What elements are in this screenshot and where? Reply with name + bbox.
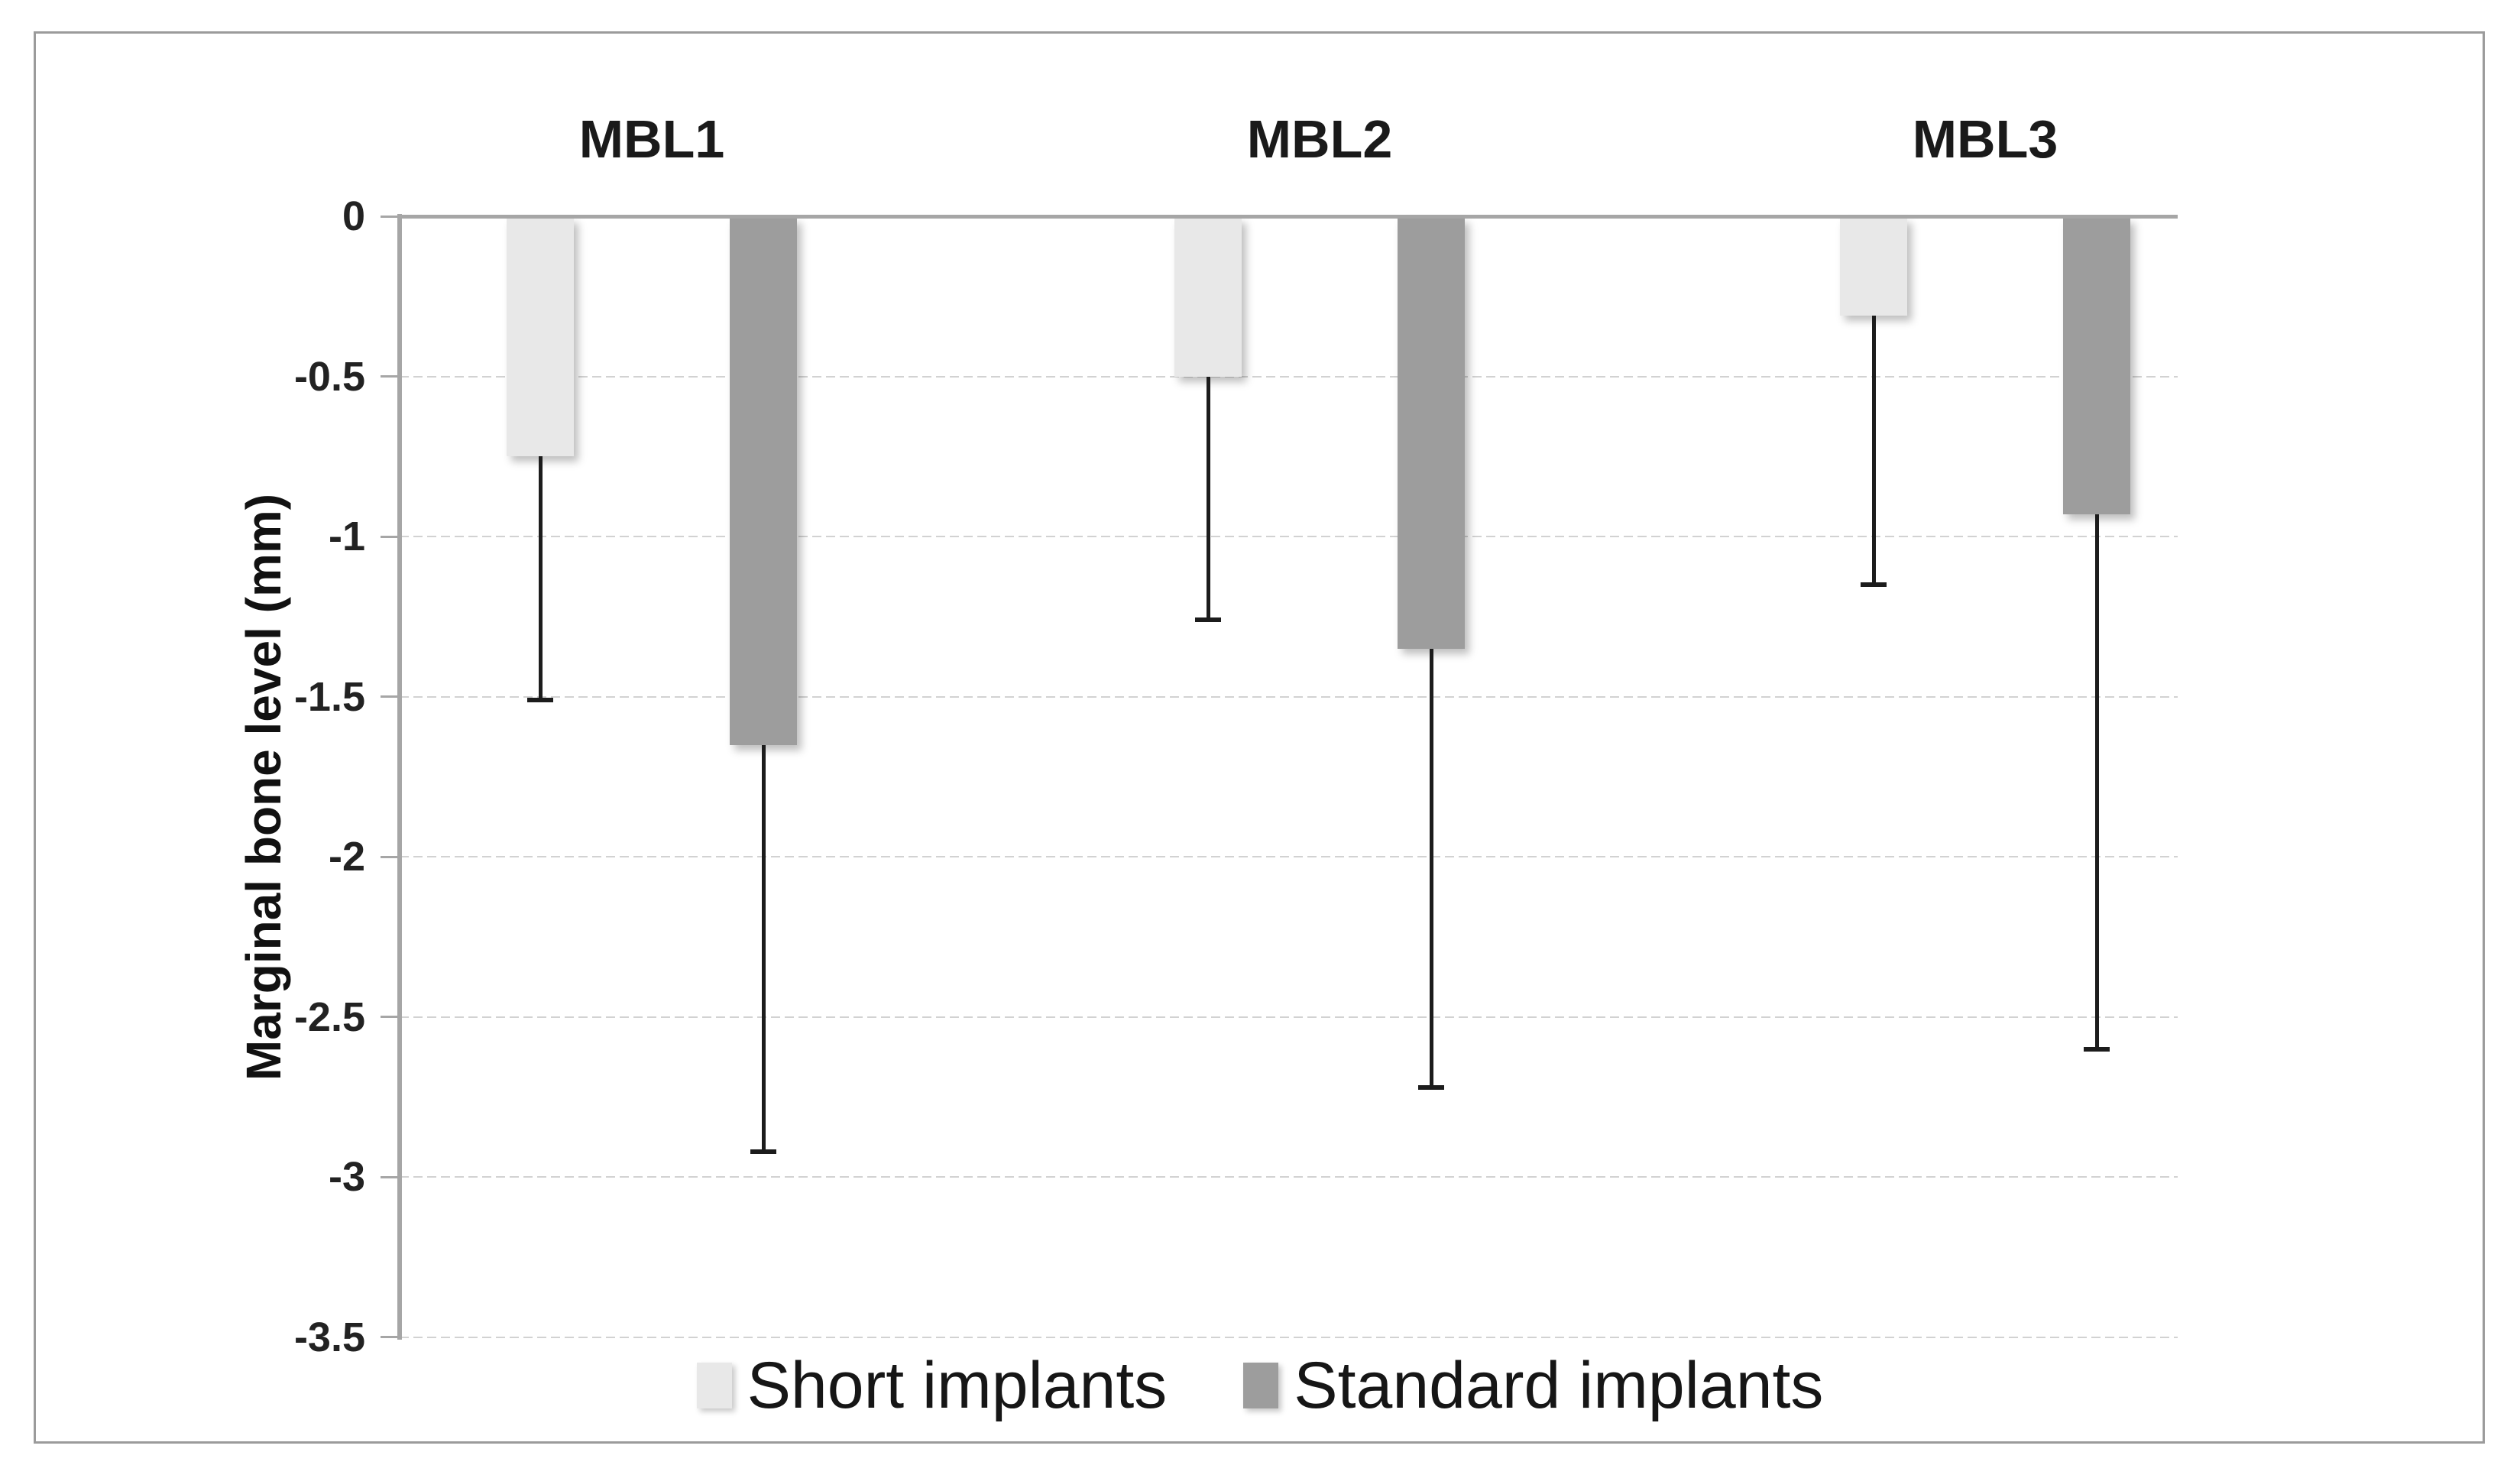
gridline: [400, 856, 2178, 858]
legend-item: Short implants: [696, 1349, 1168, 1422]
error-cap: [527, 697, 553, 702]
y-axis-tick: [381, 1016, 397, 1019]
bar: [1840, 218, 1907, 316]
error-cap: [1418, 1084, 1444, 1090]
y-tick-label: -2: [328, 834, 365, 880]
legend-swatch: [696, 1363, 732, 1408]
bar: [1398, 218, 1465, 649]
bar: [2063, 218, 2130, 514]
category-label: MBL3: [1912, 109, 2058, 169]
error-whisker: [761, 744, 766, 1152]
y-tick-label: -2.5: [293, 993, 365, 1040]
y-tick-label: 0: [342, 193, 365, 239]
y-tick-label: -0.5: [293, 353, 365, 400]
gridline: [400, 1336, 2178, 1338]
y-tick-label: -1.5: [293, 673, 365, 720]
y-axis-line: [397, 214, 402, 1340]
error-cap: [1195, 617, 1221, 623]
y-axis-tick: [381, 535, 397, 538]
error-cap: [2084, 1046, 2110, 1052]
error-whisker: [538, 456, 543, 700]
bar: [730, 218, 797, 745]
category-label: MBL2: [1246, 109, 1393, 169]
legend-item: Standard implants: [1243, 1353, 1823, 1418]
gridline: [400, 536, 2178, 538]
legend: Short implants Standard implants: [153, 1343, 2367, 1428]
y-tick-label: -1: [328, 514, 365, 560]
y-axis-tick: [381, 1336, 397, 1339]
y-axis-tick: [381, 695, 397, 698]
gridline: [400, 1016, 2178, 1018]
gridline: [400, 695, 2178, 698]
gridline: [400, 375, 2178, 378]
error-whisker: [1871, 315, 1876, 585]
y-tick-label: -3.5: [293, 1314, 365, 1360]
zero-axis-line: [400, 215, 2178, 219]
legend-label: Short implants: [747, 1349, 1168, 1422]
y-tick-label: -3: [328, 1154, 365, 1201]
legend-label: Standard implants: [1294, 1349, 1824, 1422]
y-axis-tick: [381, 1175, 397, 1178]
legend-swatch: [1243, 1363, 1279, 1408]
category-label: MBL1: [578, 109, 725, 169]
gridline: [400, 1176, 2178, 1178]
bar: [1174, 218, 1242, 377]
error-whisker: [2094, 514, 2099, 1049]
error-whisker: [1206, 376, 1210, 621]
y-axis-tick: [381, 215, 397, 218]
y-axis-tick: [381, 375, 397, 378]
bar: [507, 218, 574, 457]
y-axis-tick: [381, 855, 397, 858]
error-cap: [750, 1149, 776, 1154]
error-cap: [1861, 582, 1887, 587]
error-whisker: [1429, 648, 1433, 1087]
